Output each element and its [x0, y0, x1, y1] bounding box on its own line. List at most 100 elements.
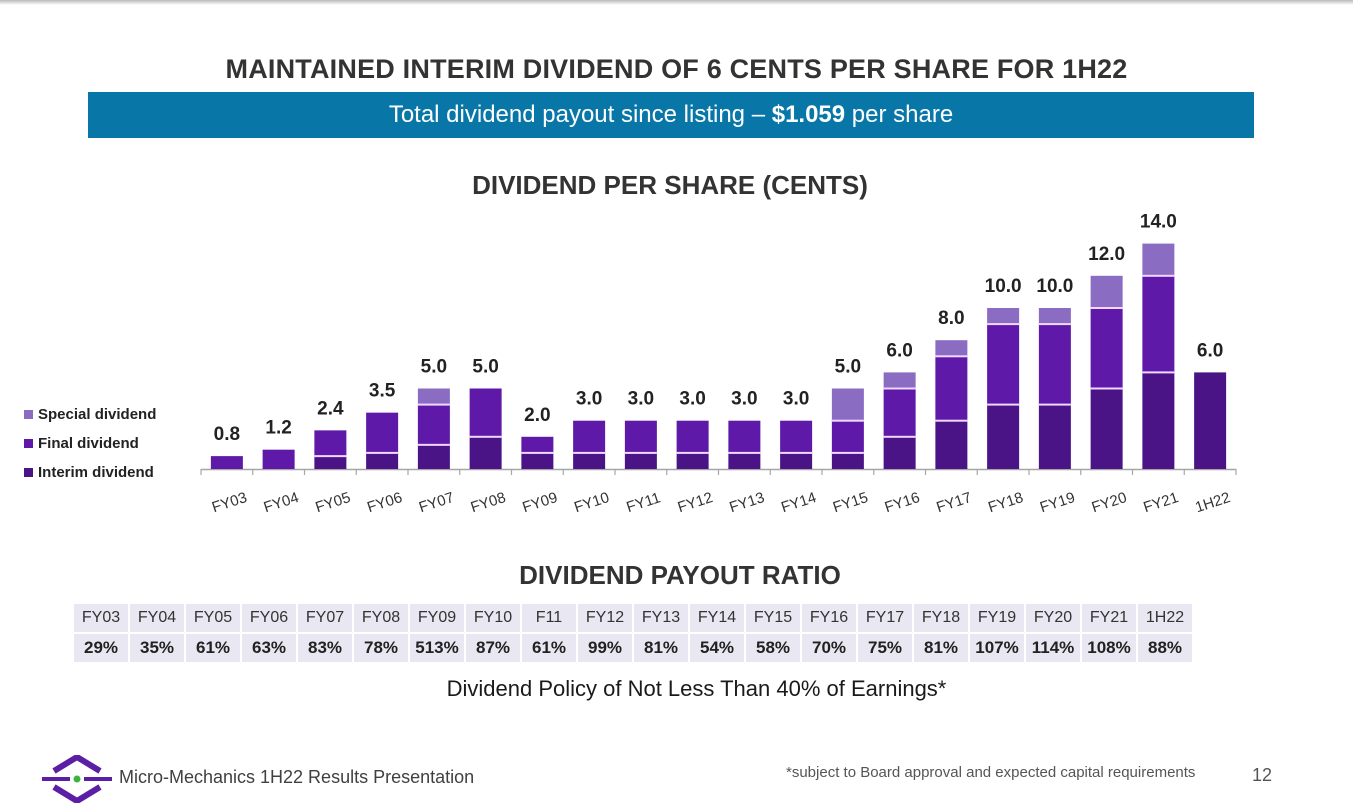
- period-cell: FY12: [578, 604, 632, 632]
- ratio-cell: 114%: [1026, 634, 1080, 662]
- segment-divider: [1038, 403, 1071, 406]
- banner-amount: $1.059: [771, 101, 846, 128]
- bar-total-label: 10.0: [1036, 276, 1073, 297]
- segment-divider: [1090, 307, 1123, 309]
- special-segment: [1142, 243, 1175, 276]
- x-tick-label: FY19: [1038, 489, 1077, 516]
- x-tick-label: FY10: [572, 489, 611, 516]
- x-tick-label: FY21: [1141, 489, 1180, 516]
- segment-divider: [1142, 371, 1175, 374]
- x-tick-label: FY09: [520, 489, 559, 516]
- legend-label: Special dividend: [38, 406, 157, 423]
- bar-total-label: 3.0: [783, 389, 809, 410]
- chart-legend: Special dividend Final dividend Interim …: [24, 400, 156, 487]
- bar-FY08: [469, 388, 502, 469]
- bar-total-label: 12.0: [1088, 244, 1125, 265]
- ratio-cell: 83%: [298, 634, 352, 662]
- x-tick-label: FY07: [417, 489, 456, 516]
- period-cell: FY19: [970, 604, 1024, 632]
- period-cell: FY14: [690, 604, 744, 632]
- ratio-row: 29% 35% 61% 63% 83% 78% 513% 87% 61% 99% 81% 54% 58%…: [74, 634, 1192, 662]
- segment-divider: [366, 451, 399, 454]
- x-tick-label: FY06: [365, 489, 404, 516]
- bar-total-label: 10.0: [985, 276, 1022, 297]
- period-cell: FY10: [466, 604, 520, 632]
- segment-divider: [935, 355, 968, 358]
- x-tick-label: 1H22: [1193, 489, 1232, 516]
- interim-segment: [987, 404, 1020, 469]
- legend-swatch-interim: [24, 468, 33, 477]
- legend-item-final: Final dividend: [24, 429, 156, 458]
- ratio-cell: 513%: [410, 634, 464, 662]
- bar-total-label: 3.5: [369, 381, 396, 402]
- bar-FY06: [366, 412, 399, 469]
- segment-divider: [469, 435, 502, 438]
- x-tick-label: FY15: [831, 489, 870, 516]
- segment-divider: [780, 451, 813, 454]
- segment-divider: [676, 451, 709, 454]
- interim-segment: [728, 452, 761, 469]
- interim-segment: [780, 452, 813, 469]
- micro-mechanics-logo-icon: [42, 755, 112, 803]
- ratio-cell: 78%: [354, 634, 408, 662]
- interim-segment: [883, 436, 916, 469]
- x-tick-label: FY05: [313, 489, 352, 516]
- interim-segment: [1038, 404, 1071, 469]
- ratio-cell: 81%: [914, 634, 968, 662]
- final-segment: [521, 436, 554, 453]
- final-segment: [1142, 275, 1175, 373]
- bar-FY18: [987, 308, 1020, 469]
- bar-FY03: [210, 456, 243, 469]
- period-cell: FY07: [298, 604, 352, 632]
- period-cell: FY15: [746, 604, 800, 632]
- special-segment: [883, 372, 916, 389]
- period-cell: FY17: [858, 604, 912, 632]
- chart-title: DIVIDEND PER SHARE (CENTS): [472, 170, 868, 200]
- bar-total-label: 3.0: [731, 389, 757, 410]
- final-segment: [780, 420, 813, 453]
- x-tick-label: FY18: [986, 489, 1025, 516]
- page-number: 12: [1252, 765, 1273, 785]
- period-cell: FY05: [186, 604, 240, 632]
- final-segment: [728, 420, 761, 453]
- ratio-cell: 54%: [690, 634, 744, 662]
- x-tick-label: FY16: [883, 489, 922, 516]
- company-presentation-label: Micro-Mechanics 1H22 Results Presentatio…: [119, 767, 475, 787]
- x-tick-label: FY03: [210, 489, 249, 516]
- final-segment: [624, 420, 657, 453]
- bar-FY21: [1142, 243, 1175, 469]
- legend-label: Interim dividend: [38, 464, 154, 481]
- interim-segment: [935, 420, 968, 469]
- bar-FY05: [314, 430, 347, 469]
- ratio-cell: 87%: [466, 634, 520, 662]
- dividend-policy-text: Dividend Policy of Not Less Than 40% of …: [446, 676, 947, 701]
- bar-FY19: [1038, 308, 1071, 469]
- legend-swatch-special: [24, 410, 33, 419]
- slide-title: MAINTAINED INTERIM DIVIDEND OF 6 CENTS P…: [225, 54, 1128, 84]
- period-cell: FY18: [914, 604, 968, 632]
- ratio-cell: 75%: [858, 634, 912, 662]
- bar-total-label: 1.2: [265, 418, 291, 439]
- segment-divider: [728, 451, 761, 454]
- segment-divider: [987, 403, 1020, 406]
- bar-FY16: [883, 372, 916, 469]
- top-edge-shadow: [0, 0, 1353, 5]
- segment-divider: [417, 403, 450, 406]
- bar-total-label: 6.0: [1197, 340, 1223, 361]
- interim-segment: [314, 456, 347, 469]
- bar-FY15: [831, 388, 864, 469]
- final-segment: [883, 388, 916, 437]
- ratio-cell: 29%: [74, 634, 128, 662]
- ratio-cell: 63%: [242, 634, 296, 662]
- interim-segment: [1142, 372, 1175, 469]
- bar-total-label: 5.0: [835, 357, 861, 378]
- period-cell: 1H22: [1138, 604, 1192, 632]
- final-segment: [210, 456, 243, 469]
- interim-segment: [676, 452, 709, 469]
- bar-FY14: [780, 420, 813, 469]
- bar-FY12: [676, 420, 709, 469]
- interim-segment: [469, 436, 502, 469]
- interim-segment: [366, 452, 399, 469]
- special-segment: [831, 388, 864, 421]
- ratio-cell: 70%: [802, 634, 856, 662]
